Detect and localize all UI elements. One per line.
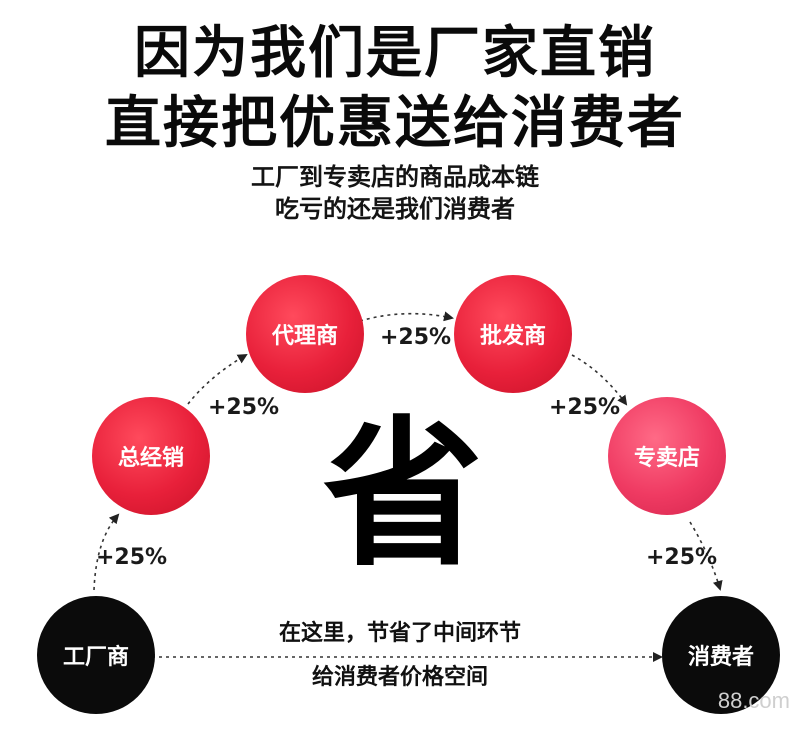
direct-note-line-2: 给消费者价格空间 (311, 665, 488, 690)
markup-retail-to-consumer: +25% (646, 545, 718, 570)
markup-agent-to-wholesaler: +25% (380, 325, 452, 350)
arrow-retail-to-consumer (689, 521, 723, 591)
subheadline-line-1: 工厂到专卖店的商品成本链 (251, 163, 539, 191)
node-agent: 代理商 (246, 275, 364, 393)
headline-line-2: 直接把优惠送给消费者 (105, 91, 685, 156)
subheadline-line-2: 吃亏的还是我们消费者 (275, 195, 515, 223)
node-factory: 工厂商 (37, 596, 155, 714)
node-consumer: 消费者 (662, 596, 780, 714)
markup-wholesaler-to-retail: +25% (549, 395, 621, 420)
headline-line-1: 因为我们是厂家直销 (134, 21, 656, 86)
node-wholesaler: 批发商 (454, 275, 572, 393)
direct-note-line-1: 在这里，节省了中间环节 (278, 621, 521, 646)
markup-general-to-agent: +25% (208, 395, 280, 420)
watermark: 88.com (717, 688, 790, 713)
arrow-factory-to-general (93, 513, 120, 591)
arrow-wholesaler-to-retail (571, 354, 628, 406)
node-retail-store: 专卖店 (608, 397, 726, 515)
save-character: 省 (323, 401, 484, 588)
node-general-distributor: 总经销 (92, 397, 210, 515)
arrow-agent-to-wholesaler (359, 311, 454, 322)
arrow-general-to-agent (187, 353, 248, 405)
markup-factory-to-general: +25% (96, 545, 168, 570)
